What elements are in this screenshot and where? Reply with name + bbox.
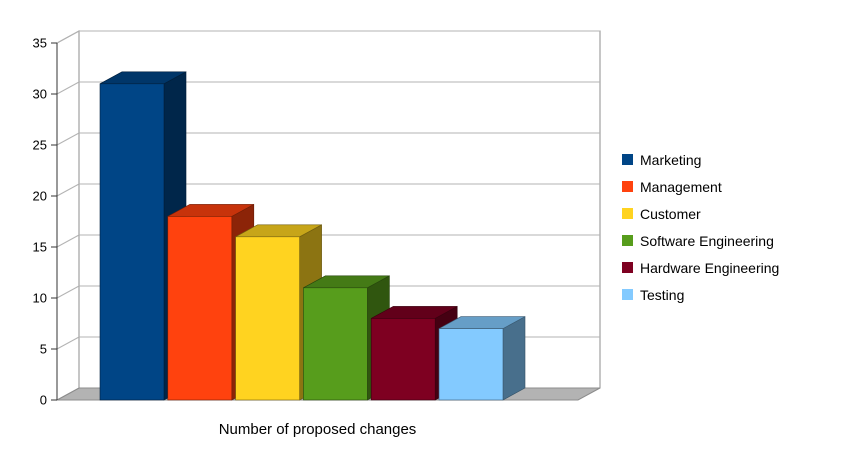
x-axis-title: Number of proposed changes bbox=[218, 421, 417, 438]
legend-label: Software Engineering bbox=[640, 232, 774, 249]
chart-left-wall bbox=[56, 30, 80, 401]
y-tick-label: 35 bbox=[33, 36, 47, 51]
legend-item-software-engineering: Software Engineering bbox=[622, 232, 779, 249]
y-tick-label: 25 bbox=[33, 138, 47, 153]
legend-item-testing: Testing bbox=[622, 286, 779, 303]
legend-item-customer: Customer bbox=[622, 205, 779, 222]
legend-item-marketing: Marketing bbox=[622, 151, 779, 168]
bar-front-face bbox=[303, 287, 368, 401]
y-tick-label: 0 bbox=[40, 393, 47, 408]
legend-swatch-testing bbox=[622, 289, 633, 300]
legend: Marketing Management Customer Software Engi… bbox=[622, 151, 779, 303]
bar-front-face bbox=[370, 318, 436, 401]
y-tick-label: 20 bbox=[33, 189, 47, 204]
legend-swatch-hardware-engineering bbox=[622, 262, 633, 273]
legend-swatch-software-engineering bbox=[622, 235, 633, 246]
legend-swatch-marketing bbox=[622, 154, 633, 165]
legend-label: Hardware Engineering bbox=[640, 259, 780, 276]
bar-front-face bbox=[438, 328, 504, 401]
legend-swatch-management bbox=[622, 181, 633, 192]
bar-front-face bbox=[235, 236, 300, 401]
legend-item-hardware-engineering: Hardware Engineering bbox=[622, 259, 779, 276]
bar-front-face bbox=[167, 216, 233, 401]
legend-swatch-customer bbox=[622, 208, 633, 219]
bar-testing bbox=[438, 316, 526, 401]
y-tick-label: 30 bbox=[33, 87, 47, 102]
y-axis-tick-labels: 0 5 10 15 20 25 30 35 bbox=[33, 36, 47, 408]
bar-side-face bbox=[502, 316, 526, 401]
y-tick-label: 10 bbox=[33, 291, 47, 306]
bar-front-face bbox=[99, 83, 165, 401]
y-tick-label: 5 bbox=[40, 342, 47, 357]
legend-label: Customer bbox=[640, 205, 701, 222]
y-tick-label: 15 bbox=[33, 240, 47, 255]
legend-label: Testing bbox=[640, 286, 685, 303]
legend-item-management: Management bbox=[622, 178, 779, 195]
y-axis bbox=[51, 42, 58, 401]
legend-label: Marketing bbox=[640, 151, 702, 168]
legend-label: Management bbox=[640, 178, 722, 195]
